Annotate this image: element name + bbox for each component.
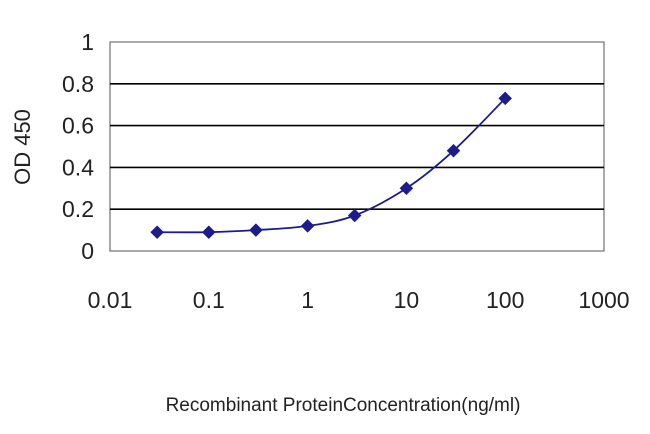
data-point-marker <box>347 208 362 223</box>
x-tick-label: 100 <box>486 287 524 313</box>
y-tick-label: 1 <box>81 29 94 55</box>
data-point-marker <box>249 223 263 237</box>
y-tick-label: 0.8 <box>62 71 94 97</box>
x-axis-title: Recombinant ProteinConcentration(ng/ml) <box>166 395 521 416</box>
y-tick-label: 0.4 <box>62 154 94 180</box>
series-group <box>150 91 513 240</box>
data-point-marker <box>498 91 513 106</box>
x-axis-ticks: 0.01 0.1 1 10 100 1000 <box>88 287 630 313</box>
x-tick-label: 1 <box>301 287 314 313</box>
data-point-marker <box>300 219 315 233</box>
x-tick-label: 0.1 <box>193 287 225 313</box>
y-tick-label: 0 <box>81 238 94 264</box>
data-point-marker <box>446 143 461 158</box>
gridlines <box>110 83 604 210</box>
y-tick-label: 0.2 <box>62 196 94 222</box>
data-point-marker <box>150 225 164 240</box>
y-tick-label: 0.6 <box>62 113 94 139</box>
x-tick-label: 10 <box>394 287 420 313</box>
y-axis-title: OD 450 <box>10 109 35 185</box>
x-tick-label: 1000 <box>578 287 629 313</box>
data-point-marker <box>399 181 414 196</box>
data-point-marker <box>201 225 216 240</box>
y-axis-ticks: 0 0.2 0.4 0.6 0.8 1 <box>62 29 94 264</box>
x-tick-label: 0.01 <box>88 287 133 313</box>
